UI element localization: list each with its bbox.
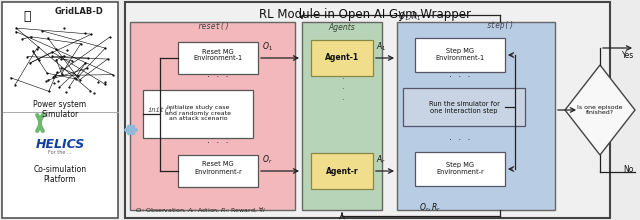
Bar bbox=[143, 90, 253, 138]
Text: GridLAB-D: GridLAB-D bbox=[55, 7, 104, 16]
Bar bbox=[311, 40, 373, 76]
Text: Power system
Simulator: Power system Simulator bbox=[33, 100, 86, 119]
Text: Yes: Yes bbox=[622, 51, 634, 59]
Bar bbox=[415, 38, 505, 72]
Bar bbox=[125, 2, 610, 218]
Text: Co-simulation
Platform: Co-simulation Platform bbox=[33, 165, 86, 184]
Text: ·  ·  ·: · · · bbox=[207, 138, 228, 148]
Text: ·  ·  ·: · · · bbox=[207, 72, 228, 82]
Text: $A_r$: $A_r$ bbox=[376, 154, 386, 166]
Bar bbox=[397, 22, 555, 210]
Text: $A_1$: $A_1$ bbox=[376, 40, 387, 53]
Text: Reset MG
Environment-r: Reset MG Environment-r bbox=[194, 161, 242, 174]
Text: $O_r, R_r$: $O_r, R_r$ bbox=[419, 202, 441, 214]
Text: $O_1$: $O_1$ bbox=[262, 40, 273, 53]
Text: ·  ·  ·: · · · bbox=[449, 72, 471, 82]
Text: Step MG
Environment-1: Step MG Environment-1 bbox=[435, 48, 484, 62]
Text: Agent-r: Agent-r bbox=[326, 167, 358, 176]
Text: Reset MG
Environment-1: Reset MG Environment-1 bbox=[193, 48, 243, 62]
Text: ·  ·  ·: · · · bbox=[449, 135, 471, 145]
Text: Step MG
Environment-r: Step MG Environment-r bbox=[436, 163, 484, 176]
Text: $O_r$: $O_r$ bbox=[262, 154, 272, 166]
Text: Agents: Agents bbox=[328, 24, 355, 33]
Bar bbox=[403, 88, 525, 126]
Text: Is one episode
finished?: Is one episode finished? bbox=[577, 104, 623, 116]
Text: Run the simulator for
one interaction step: Run the simulator for one interaction st… bbox=[429, 101, 499, 114]
Bar bbox=[178, 42, 258, 74]
Text: 🌿: 🌿 bbox=[23, 10, 31, 23]
Bar bbox=[311, 153, 373, 189]
Text: HELICS: HELICS bbox=[35, 138, 84, 151]
Text: ·
·
·: · · · bbox=[340, 75, 343, 105]
Bar bbox=[415, 152, 505, 186]
Bar bbox=[302, 22, 382, 210]
Text: reset(): reset() bbox=[197, 22, 229, 31]
Bar bbox=[130, 22, 295, 210]
Text: Initialize study case
and randomly create
an attack scenario: Initialize study case and randomly creat… bbox=[165, 105, 231, 121]
Text: For the ...: For the ... bbox=[48, 150, 72, 154]
Text: init(): init() bbox=[148, 107, 173, 113]
Text: $O_1, R_1$: $O_1, R_1$ bbox=[398, 11, 422, 23]
Bar bbox=[2, 2, 118, 218]
Text: No: No bbox=[623, 165, 633, 174]
Text: step(): step() bbox=[486, 22, 514, 31]
Text: RL Module in Open AI Gym Wrapper: RL Module in Open AI Gym Wrapper bbox=[259, 8, 471, 21]
Text: $O_i$: Observation, $A_i$: Action, $R_i$: Reward, $\forall i$: $O_i$: Observation, $A_i$: Action, $R_i$… bbox=[135, 205, 266, 215]
Text: Agent-1: Agent-1 bbox=[325, 53, 359, 62]
Bar bbox=[178, 155, 258, 187]
Polygon shape bbox=[565, 65, 635, 155]
